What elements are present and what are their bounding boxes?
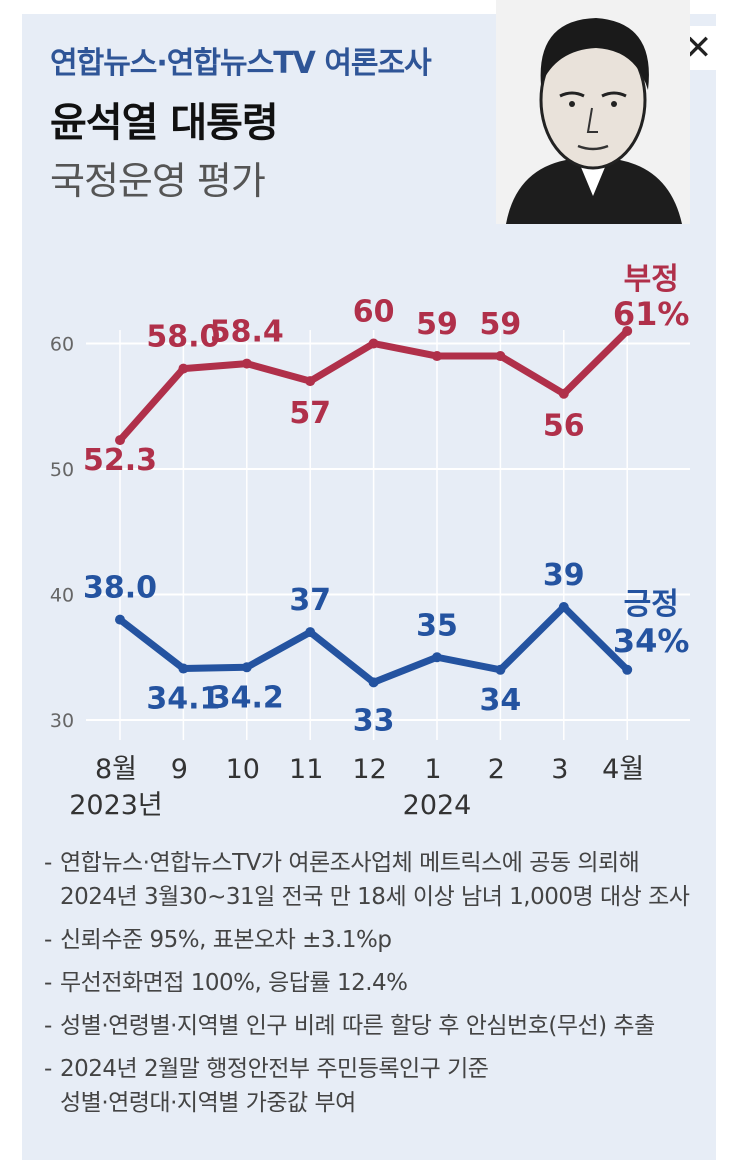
page-title: 윤석열 대통령	[50, 100, 279, 146]
negative-data-point	[622, 325, 633, 336]
negative-data-label: 57	[289, 396, 331, 431]
positive-data-point	[368, 677, 379, 688]
positive-data-label: 39	[543, 558, 585, 593]
negative-data-label: 52.3	[83, 443, 157, 478]
positive-data-point	[241, 662, 252, 673]
y-tick-label: 60	[50, 334, 74, 356]
year-label: 2023년	[69, 790, 163, 821]
positive-end-value: 34%	[613, 622, 690, 660]
negative-data-point	[495, 351, 506, 362]
note-text: 성별·연령별·지역별 인구 비례 따른 할당 후 안심번호(무선) 추출	[60, 1013, 655, 1039]
survey-notes: - 연합뉴스·연합뉴스TV가 여론조사업체 메트릭스에 공동 의뢰해 2024년 …	[44, 846, 704, 1129]
negative-data-point	[115, 435, 125, 446]
negative-data-point	[558, 388, 569, 399]
x-tick-label: 9	[171, 754, 188, 785]
note-item: -2024년 2월말 행정안전부 주민등록인구 기준 성별·연령대·지역별 가중…	[44, 1052, 704, 1120]
year-label: 2024	[403, 790, 472, 821]
note-text: 연합뉴스·연합뉴스TV가 여론조사업체 메트릭스에 공동 의뢰해 2024년 3…	[60, 850, 690, 910]
x-tick-label: 4월	[602, 754, 644, 785]
positive-data-label: 38.0	[83, 571, 157, 606]
y-tick-label: 50	[50, 459, 74, 481]
note-item: - 신뢰수준 95%, 표본오차 ±3.1%p	[44, 923, 704, 957]
negative-end-value: 61%	[613, 295, 690, 333]
note-item: - 연합뉴스·연합뉴스TV가 여론조사업체 메트릭스에 공동 의뢰해 2024년 …	[44, 846, 704, 914]
positive-data-point	[305, 627, 316, 638]
positive-series-name: 긍정	[624, 587, 679, 622]
negative-data-point	[178, 363, 189, 374]
note-text: 무선전화면접 100%, 응답률 12.4%	[60, 970, 408, 996]
positive-data-label: 37	[289, 583, 331, 618]
note-bullet: -	[44, 927, 52, 953]
negative-data-point	[368, 338, 379, 349]
y-tick-label: 40	[50, 585, 74, 607]
negative-data-label: 59	[416, 307, 458, 342]
portrait-illustration	[496, 0, 690, 224]
x-tick-label: 8월	[95, 754, 137, 785]
note-item: - 무선전화면접 100%, 응답률 12.4%	[44, 966, 704, 1000]
positive-data-label: 34.2	[210, 680, 284, 715]
negative-data-label: 58.0	[146, 320, 220, 355]
negative-data-point	[432, 351, 442, 362]
note-item: - 성별·연령별·지역별 인구 비례 따른 할당 후 안심번호(무선) 추출	[44, 1009, 704, 1043]
negative-data-label: 60	[353, 295, 395, 330]
note-text: 2024년 2월말 행정안전부 주민등록인구 기준 성별·연령대·지역별 가중값…	[60, 1056, 489, 1116]
x-tick-label: 11	[289, 754, 323, 785]
positive-data-point	[622, 664, 633, 675]
note-bullet: -	[44, 850, 52, 876]
positive-data-label: 34.1	[146, 682, 220, 717]
positive-data-label: 34	[480, 683, 522, 718]
negative-data-label: 59	[480, 307, 522, 342]
negative-data-point	[241, 358, 252, 369]
left-margin	[0, 0, 22, 1160]
note-text: 신뢰수준 95%, 표본오차 ±3.1%p	[60, 927, 392, 953]
x-tick-label: 2	[488, 754, 505, 785]
x-tick-label: 10	[226, 754, 260, 785]
negative-data-label: 58.4	[210, 315, 284, 350]
note-bullet: -	[44, 1056, 52, 1082]
negative-data-point	[305, 376, 316, 387]
positive-data-label: 33	[353, 703, 395, 738]
note-bullet: -	[44, 970, 52, 996]
negative-data-label: 56	[543, 409, 585, 444]
note-bullet: -	[44, 1013, 52, 1039]
x-tick-label: 12	[352, 754, 386, 785]
page-subtitle: 국정운영 평가	[50, 159, 266, 203]
survey-source: 연합뉴스·연합뉴스TV 여론조사	[50, 46, 432, 81]
positive-data-point	[115, 614, 125, 625]
x-tick-label: 1	[424, 754, 441, 785]
negative-series-name: 부정	[624, 262, 679, 297]
positive-data-point	[178, 663, 189, 674]
x-tick-label: 3	[551, 754, 568, 785]
y-tick-label: 30	[50, 710, 74, 732]
positive-data-label: 35	[416, 608, 458, 643]
positive-data-point	[495, 664, 506, 675]
positive-data-point	[558, 602, 569, 613]
positive-data-point	[432, 652, 442, 663]
